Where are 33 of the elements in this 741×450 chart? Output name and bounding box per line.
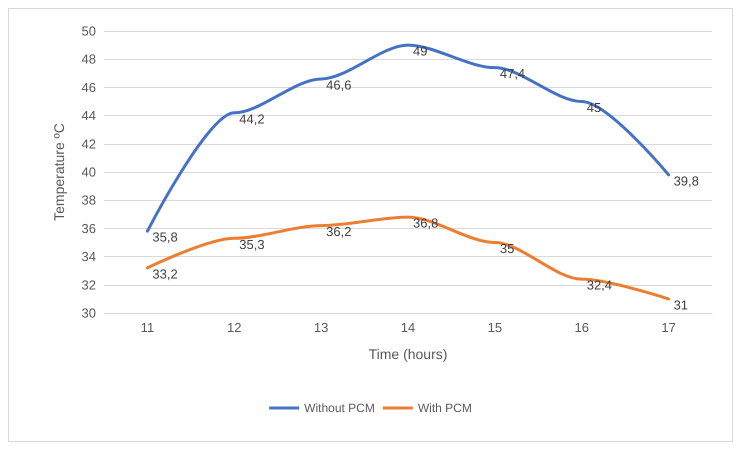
y-tick-label: 46 — [82, 80, 96, 95]
x-tick-label: 16 — [574, 320, 589, 335]
data-label: 31 — [674, 297, 688, 312]
x-tick-label: 13 — [314, 320, 328, 335]
y-tick-label: 34 — [82, 249, 96, 264]
legend-label: With PCM — [418, 401, 472, 415]
data-label: 35,8 — [152, 230, 178, 245]
x-axis-title: Time (hours) — [368, 346, 448, 362]
y-tick-label: 30 — [82, 306, 96, 320]
x-tick-label: 17 — [661, 320, 676, 335]
y-axis-title: Temperature ºC — [51, 123, 67, 221]
y-tick-label: 44 — [82, 108, 96, 124]
y-tick-label: 36 — [82, 220, 96, 236]
data-label: 44,2 — [239, 111, 265, 126]
x-tick-label: 12 — [227, 320, 242, 335]
data-label: 35,3 — [239, 236, 265, 252]
x-tick-label: 14 — [400, 320, 416, 335]
data-label: 46,6 — [326, 77, 352, 92]
y-tick-label: 32 — [82, 277, 96, 292]
y-tick-label: 48 — [82, 52, 96, 67]
y-tick-label: 38 — [82, 192, 96, 208]
line-series — [146, 216, 670, 300]
y-tick-label: 40 — [82, 164, 96, 180]
x-tick-label: 15 — [488, 320, 502, 335]
data-label: 49 — [413, 44, 428, 59]
data-label: 39,8 — [674, 173, 699, 188]
data-label: 32,4 — [586, 278, 612, 293]
x-tick-label: 11 — [140, 320, 154, 335]
y-tick-label: 50 — [82, 24, 96, 38]
data-label: 36,2 — [326, 224, 352, 240]
legend-label: Without PCM — [304, 401, 375, 415]
y-tick-label: 42 — [82, 136, 96, 152]
data-label: 33,2 — [152, 266, 178, 282]
